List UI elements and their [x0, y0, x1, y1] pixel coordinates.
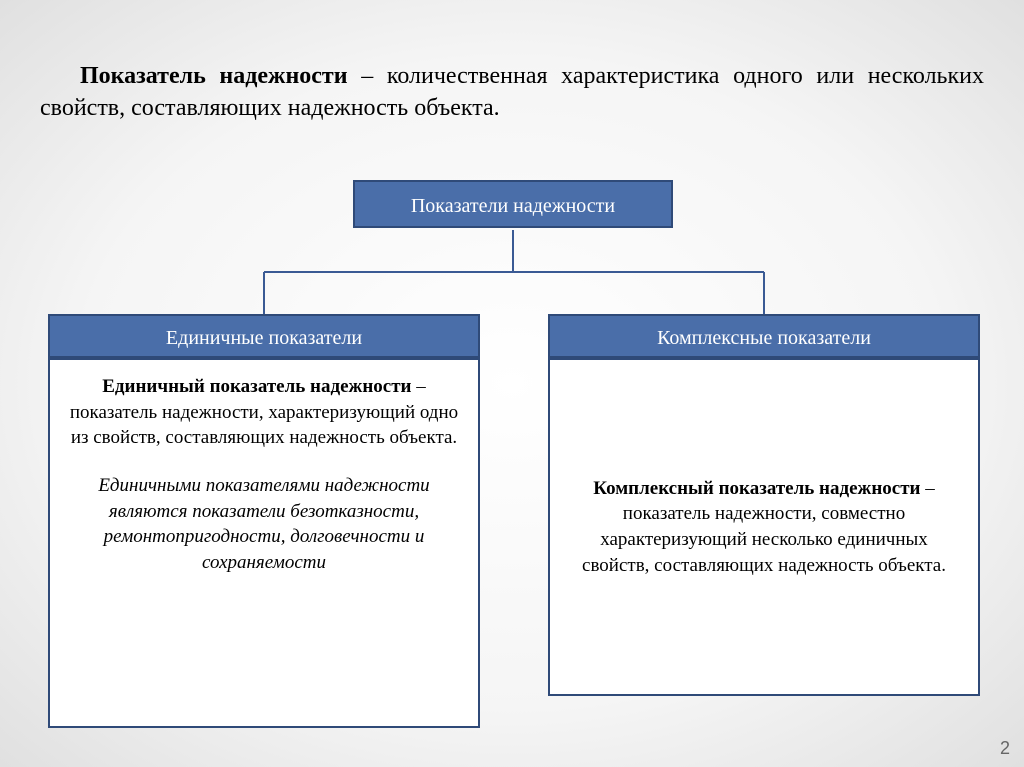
right-header: Комплексные показатели	[548, 314, 980, 358]
right-header-label: Комплексные показатели	[657, 327, 871, 349]
left-body: Единичный показатель надежности – показа…	[48, 358, 480, 728]
right-body: Комплексный показатель надежности – пока…	[548, 358, 980, 696]
right-body-para1: Комплексный показатель надежности – пока…	[568, 476, 960, 579]
left-header: Единичные показатели	[48, 314, 480, 358]
paragraph-bold: Показатель надежности	[80, 63, 348, 89]
left-body-para1: Единичный показатель надежности – показа…	[68, 374, 460, 451]
left-header-label: Единичные показатели	[166, 327, 362, 349]
root-node: Показатели надежности	[353, 180, 673, 228]
slide: Показатель надежности – количественная х…	[0, 0, 1024, 767]
root-label: Показатели надежности	[411, 195, 615, 217]
page-number: 2	[1000, 738, 1010, 759]
left-body-bold: Единичный показатель надежности	[102, 376, 411, 397]
definition-paragraph: Показатель надежности – количественная х…	[40, 60, 984, 125]
left-body-italic: Единичными показателями надежности являю…	[68, 473, 460, 576]
right-body-bold: Комплексный показатель надежности	[593, 478, 920, 499]
